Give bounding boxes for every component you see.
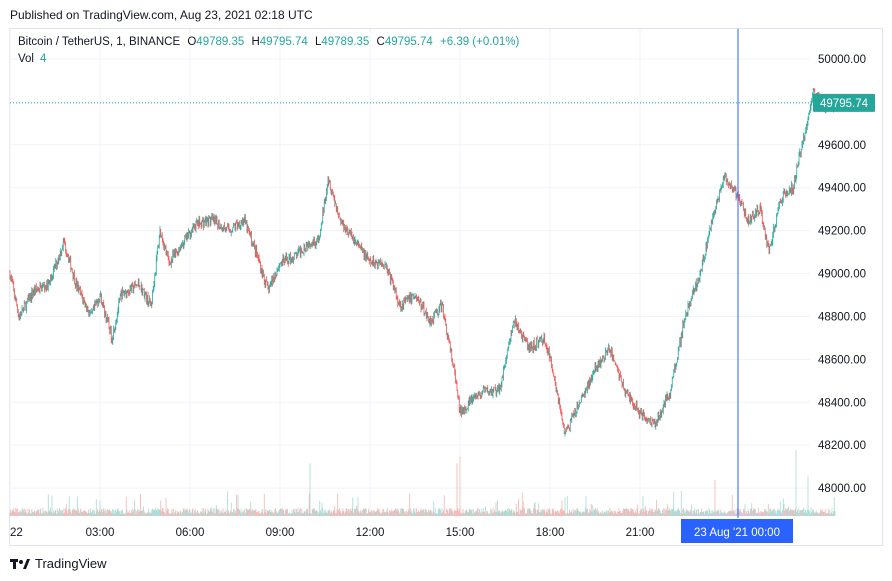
low-value: 49789.35: [321, 36, 370, 48]
published-caption: Published on TradingView.com, Aug 23, 20…: [10, 8, 313, 22]
price-tick-label: 49600.00: [818, 140, 866, 152]
price-tick-label: 48800.00: [818, 311, 866, 323]
price-tick-label: 49000.00: [818, 269, 866, 281]
time-tick-label: 06:00: [176, 527, 205, 539]
price-tick-label: 48000.00: [818, 483, 866, 495]
time-tick-label: 03:00: [86, 527, 115, 539]
price-tick-label: 48400.00: [818, 397, 866, 409]
open-value: 49789.35: [196, 36, 245, 48]
high-value: 49795.74: [259, 36, 308, 48]
volume-bars: [9, 450, 836, 516]
tradingview-logo-icon: [10, 558, 30, 569]
last-price-text: 49795.74: [820, 98, 869, 110]
time-tick-label: 22: [10, 527, 23, 539]
time-tick-label: 15:00: [446, 527, 475, 539]
close-value: 49795.74: [384, 36, 433, 48]
open-label: O: [187, 36, 197, 48]
crosshair-time-text: 23 Aug '21 00:00: [694, 527, 780, 539]
price-tick-label: 48200.00: [818, 440, 866, 452]
change-value: +6.39 (+0.01%): [440, 36, 520, 48]
footer: TradingView: [10, 556, 107, 571]
time-tick-label: 12:00: [356, 527, 385, 539]
low-label: L: [314, 36, 322, 48]
price-tick-label: 50000.00: [818, 54, 866, 66]
time-tick-label: 18:00: [536, 527, 565, 539]
candles: [9, 87, 836, 437]
last-price-label: 49795.74: [813, 93, 875, 112]
price-tick-label: 49400.00: [818, 183, 866, 195]
footer-brand: TradingView: [35, 556, 107, 571]
crosshair-badge: [681, 519, 793, 543]
time-axis: 22 03:00 06:00 09:00 12:00 15:00 18:00 21:00: [10, 527, 654, 539]
symbol-title: Bitcoin / TetherUS, 1, BINANCE: [18, 36, 181, 48]
crosshair-time-label: 23 Aug '21 00:00: [681, 519, 793, 543]
close-label: C: [376, 36, 385, 48]
price-tick-label: 49200.00: [818, 226, 866, 238]
time-tick-label: 21:00: [626, 527, 655, 539]
volume-label: Vol: [18, 53, 34, 65]
last-price-badge: [813, 93, 875, 112]
time-tick-label: 09:00: [266, 527, 295, 539]
symbol-legend[interactable]: Bitcoin / TetherUS, 1, BINANCE O49789.35…: [18, 36, 519, 48]
volume-legend[interactable]: Vol 4: [18, 53, 46, 65]
grid-lines: [9, 29, 810, 516]
price-tick-label: 48600.00: [818, 354, 866, 366]
high-label: H: [251, 36, 260, 48]
price-axis: 50000.0049800.0049600.0049400.0049200.00…: [818, 54, 866, 495]
volume-value: 4: [40, 53, 47, 65]
